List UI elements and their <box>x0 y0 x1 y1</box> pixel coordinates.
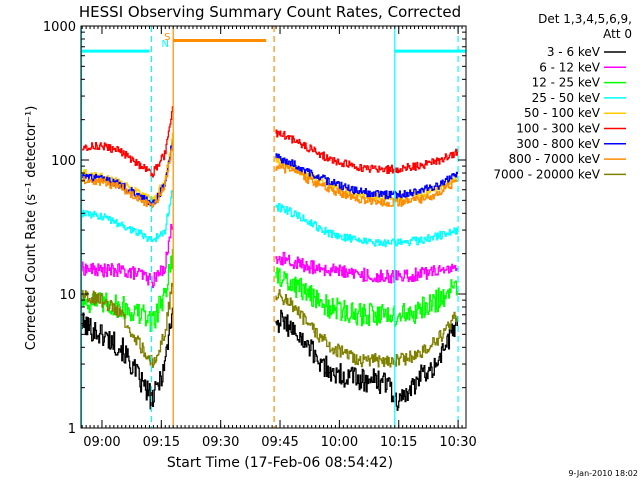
x-tick-label: 09:45 <box>261 435 298 450</box>
series-line-right <box>275 251 459 284</box>
footer-timestamp: 9-Jan-2010 18:02 <box>568 469 638 478</box>
legend-label: 25 - 50 keV <box>532 91 601 105</box>
series-line-right <box>275 129 459 174</box>
x-tick-label: 09:15 <box>143 435 180 450</box>
y-tick-label: 1 <box>68 422 76 437</box>
y-tick-label: 100 <box>51 154 76 169</box>
plot-frame <box>80 25 467 429</box>
series-800-7000kev <box>81 140 459 209</box>
series-line-right <box>275 289 459 368</box>
legend-label: 800 - 7000 keV <box>509 152 601 166</box>
series-line-left <box>81 249 174 332</box>
series-7000-20000kev <box>81 282 459 368</box>
x-axis-label: Start Time (17-Feb-06 08:54:42) <box>167 455 393 471</box>
series-line-right <box>275 309 459 411</box>
marker-n: N <box>162 39 169 50</box>
series-line-right <box>275 267 459 327</box>
legend-label: 6 - 12 keV <box>539 60 601 74</box>
x-tick-label: 10:00 <box>321 435 358 450</box>
series-line-left <box>81 307 174 410</box>
y-tick-label: 10 <box>59 288 76 303</box>
series-6-12kev <box>81 223 459 289</box>
series-3-6kev <box>81 307 459 411</box>
x-tick-label: 09:30 <box>202 435 239 450</box>
legend-label: 300 - 800 keV <box>516 137 600 151</box>
legend-header-line2: Att 0 <box>603 27 632 41</box>
series-line-left <box>81 223 174 289</box>
x-tick-label: 09:00 <box>83 435 120 450</box>
y-tick-label: 1000 <box>43 20 76 35</box>
x-tick-label: 10:30 <box>439 435 476 450</box>
series-line-left <box>81 140 174 209</box>
y-axis: 1 10 100 1000 <box>43 20 466 437</box>
series-12-25kev <box>81 249 459 332</box>
series-line-left <box>81 190 174 243</box>
x-tick-label: 10:15 <box>380 435 417 450</box>
legend-label: 50 - 100 keV <box>524 106 601 120</box>
legend-label: 100 - 300 keV <box>516 122 600 136</box>
legend-header-line1: Det 1,3,4,5,6,9, <box>538 12 632 26</box>
legend-label: 3 - 6 keV <box>547 45 601 59</box>
plot-content: SN <box>80 26 466 428</box>
chart-title: HESSI Observing Summary Count Rates, Cor… <box>79 3 461 21</box>
series-line-right <box>275 153 459 200</box>
series-line-left <box>81 106 174 178</box>
series-line-right <box>275 163 459 207</box>
legend-label: 7000 - 20000 keV <box>493 167 600 181</box>
series-line-right <box>275 202 459 248</box>
legend-label: 12 - 25 keV <box>532 76 601 90</box>
x-axis: 09:00 09:15 09:30 09:45 10:00 10:15 10:30 <box>81 26 477 450</box>
series-100-300kev <box>81 106 459 178</box>
series-25-50kev <box>81 190 459 248</box>
y-axis-label: Corrected Count Rate (s⁻¹ detector⁻¹) <box>24 106 39 351</box>
marker-s: S <box>164 32 170 43</box>
series-line-left <box>81 282 174 368</box>
